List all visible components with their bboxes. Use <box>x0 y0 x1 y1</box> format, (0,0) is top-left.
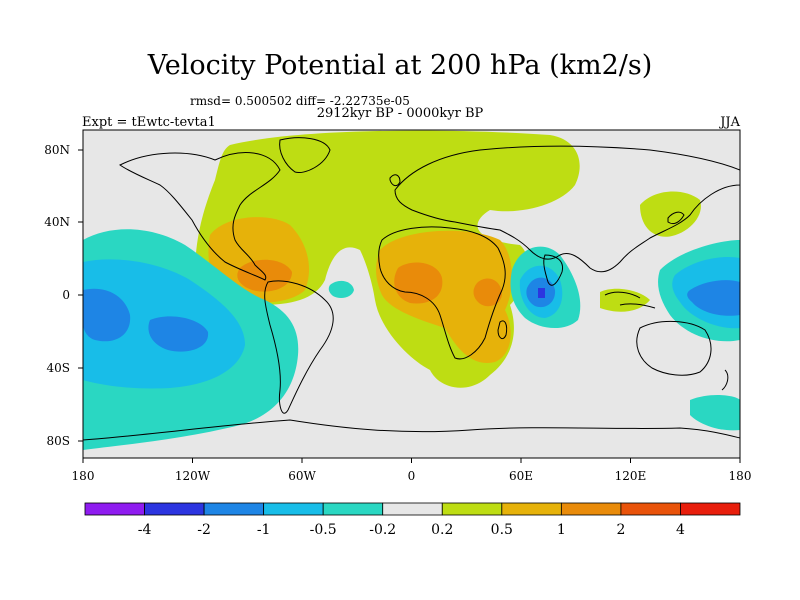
period-text: 2912kyr BP - 0000kyr BP <box>316 106 484 121</box>
colorbar-swatch <box>501 502 562 516</box>
lon-label-60w: 60W <box>288 469 316 483</box>
colorbar-label: -0.5 <box>310 522 337 538</box>
colorbar-swatch <box>620 502 681 516</box>
lat-label-40s: 40S <box>47 361 71 375</box>
coast-greenland <box>279 137 331 174</box>
coast-indonesia <box>604 291 656 309</box>
teal-blob-atlantic <box>328 280 354 298</box>
coast-antarctica <box>83 419 740 441</box>
lon-label-180e: 180 <box>729 469 752 483</box>
colorbar-swatch <box>680 502 741 516</box>
colorbar-label: -1 <box>257 522 271 538</box>
lat-label-40n: 40N <box>44 215 70 229</box>
colorbar-label: 0.2 <box>431 522 453 538</box>
blue-core-pacific-east <box>83 288 131 342</box>
season-label: JJA <box>720 115 740 130</box>
lat-label-0: 0 <box>62 288 70 302</box>
colorbar: -4 -2 -1 -0.5 -0.2 0.2 0.5 1 2 4 <box>84 502 741 538</box>
coast-australia <box>636 320 712 376</box>
coast-madagascar <box>497 320 508 340</box>
colorbar-swatch <box>382 502 443 516</box>
colorbar-swatch <box>322 502 384 516</box>
stats-text: rmsd= 0.500502 diff= -2.22735e-05 <box>190 94 410 108</box>
coast-india <box>543 254 564 286</box>
colorbar-swatch <box>144 502 205 516</box>
lat-label-80n: 80N <box>44 143 70 157</box>
positive-region-indonesia <box>600 288 650 312</box>
teal-region-south-pacific <box>690 395 740 431</box>
colorbar-label: -0.2 <box>369 522 396 538</box>
coast-eurasia <box>394 145 740 273</box>
colorbar-swatch <box>203 502 265 516</box>
lon-axis: 180 120W 60W 0 60E 120E 180 <box>72 458 752 483</box>
colorbar-swatch <box>84 502 145 516</box>
colorbar-swatch <box>263 502 324 516</box>
lon-label-120e: 120E <box>615 469 647 483</box>
coast-japan <box>667 211 685 225</box>
colorbar-label: 4 <box>676 522 685 538</box>
map-field <box>83 130 740 458</box>
dark-orange-core-americas <box>237 259 292 292</box>
lat-axis: 80N 40N 0 40S 80S <box>44 143 83 448</box>
blue-core-pacific-south <box>148 316 209 352</box>
lon-label-60e: 60E <box>509 469 533 483</box>
colorbar-swatch <box>441 502 503 516</box>
blue-core-pacific-west <box>687 280 740 316</box>
coast-south-america <box>264 280 334 414</box>
colorbar-label: 2 <box>616 522 625 538</box>
lon-label-120w: 120W <box>175 469 211 483</box>
colorbar-label: 1 <box>557 522 566 538</box>
coast-north-america <box>119 152 281 281</box>
coast-africa <box>378 226 506 360</box>
positive-region-asia <box>640 191 701 237</box>
coastlines <box>83 137 740 441</box>
colorbar-swatch <box>560 502 622 516</box>
colorbar-label: -2 <box>197 522 211 538</box>
coast-new-zealand <box>721 369 729 391</box>
chart-title: Velocity Potential at 200 hPa (km2/s) <box>147 50 653 81</box>
coast-uk <box>389 174 401 187</box>
experiment-label: Expt = tEwtc-tevta1 <box>82 115 216 130</box>
darkblue-core-indian <box>538 288 545 298</box>
lon-label-0: 0 <box>408 469 416 483</box>
dark-orange-core-east-africa <box>473 278 502 307</box>
colorbar-label: -4 <box>138 522 152 538</box>
lat-label-80s: 80S <box>47 434 71 448</box>
colorbar-label: 0.5 <box>491 522 513 538</box>
lon-label-180w: 180 <box>72 469 95 483</box>
dark-orange-core-africa <box>394 262 443 304</box>
